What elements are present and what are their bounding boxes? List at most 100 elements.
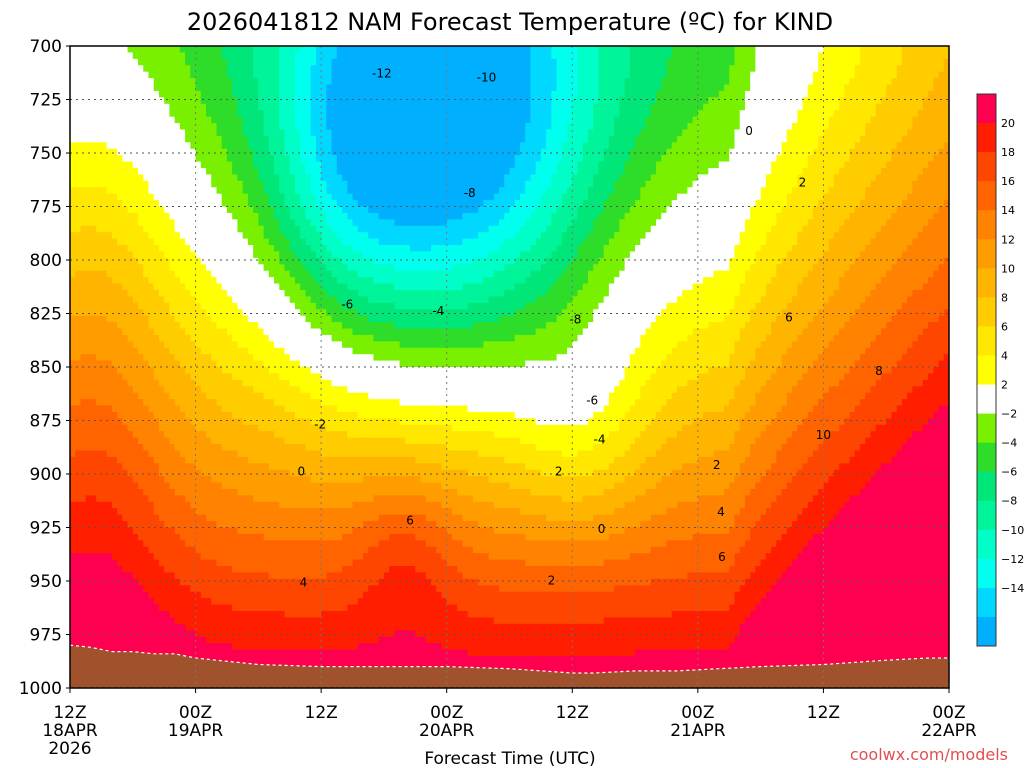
field-cell (138, 617, 144, 625)
field-cell (300, 174, 306, 182)
field-cell (106, 180, 113, 188)
field-cell (70, 116, 76, 124)
field-cell (96, 495, 102, 503)
field-cell (232, 636, 238, 644)
field-cell (143, 533, 149, 541)
field-cell (253, 135, 259, 143)
field-cell (206, 469, 212, 477)
field-cell (143, 495, 149, 503)
field-cell (279, 450, 286, 458)
field-cell (321, 456, 327, 464)
field-cell (85, 444, 92, 451)
field-cell (321, 245, 327, 252)
field-cell (221, 476, 228, 484)
field-cell (153, 155, 160, 163)
field-cell (169, 367, 176, 374)
field-cell (70, 540, 76, 548)
field-cell (132, 167, 139, 175)
field-cell (258, 161, 265, 169)
field-cell (294, 354, 301, 362)
field-cell (284, 514, 291, 522)
field-cell (185, 527, 191, 535)
field-cell (300, 71, 306, 79)
field-cell (279, 392, 286, 400)
field-cell (90, 444, 97, 451)
field-cell (153, 399, 160, 407)
field-cell (101, 386, 108, 394)
field-cell (274, 373, 280, 381)
field-cell (174, 578, 181, 586)
field-cell (279, 309, 286, 317)
field-cell (284, 52, 291, 60)
field-cell (274, 411, 280, 419)
field-cell (169, 155, 176, 163)
field-cell (263, 270, 270, 278)
field-cell (122, 97, 129, 105)
field-cell (169, 476, 176, 484)
field-cell (206, 78, 212, 86)
field-cell (300, 232, 306, 240)
field-cell (321, 405, 327, 413)
field-cell (158, 174, 165, 182)
field-cell (263, 161, 270, 169)
field-cell (190, 289, 197, 297)
field-cell (310, 116, 317, 124)
field-cell (211, 476, 217, 484)
field-cell (268, 334, 275, 342)
field-cell (190, 315, 197, 323)
field-cell (321, 482, 327, 490)
field-cell (90, 623, 97, 631)
field-cell (143, 296, 149, 304)
field-cell (101, 167, 108, 175)
field-cell (158, 232, 165, 240)
field-cell (143, 232, 149, 240)
field-cell (122, 399, 129, 407)
field-cell (70, 566, 76, 573)
field-cell (321, 598, 327, 606)
field-cell (127, 373, 134, 381)
field-cell (226, 399, 233, 407)
field-cell (70, 431, 76, 439)
field-cell (253, 360, 259, 368)
field-cell (279, 90, 286, 98)
field-cell (268, 649, 275, 657)
field-cell (279, 521, 286, 528)
field-cell (111, 476, 118, 484)
field-cell (96, 84, 102, 92)
field-cell (153, 630, 160, 638)
field-cell (127, 354, 134, 362)
field-cell (200, 193, 207, 201)
field-cell (174, 270, 181, 278)
field-cell (143, 142, 149, 150)
field-cell (96, 110, 102, 118)
field-cell (321, 662, 327, 670)
field-cell (263, 623, 270, 631)
field-cell (195, 604, 202, 612)
field-cell (111, 219, 118, 227)
field-cell (70, 103, 76, 111)
field-cell (242, 90, 249, 98)
field-cell (96, 578, 102, 586)
field-cell (90, 245, 97, 252)
field-cell (310, 277, 317, 285)
field-cell (127, 514, 134, 522)
field-cell (185, 90, 191, 98)
field-cell (279, 65, 286, 73)
field-cell (132, 110, 139, 118)
field-cell (247, 322, 254, 329)
field-cell (80, 309, 87, 317)
field-cell (284, 71, 291, 79)
field-cell (185, 245, 191, 252)
field-cell (226, 116, 233, 124)
field-cell (127, 598, 134, 606)
field-cell (185, 405, 191, 413)
field-cell (294, 495, 301, 503)
field-cell (143, 341, 149, 349)
field-cell (106, 578, 113, 586)
field-cell (294, 283, 301, 291)
field-cell (111, 546, 118, 554)
field-cell (80, 264, 87, 272)
field-cell (148, 84, 155, 92)
field-cell (294, 110, 301, 118)
field-cell (127, 559, 134, 567)
